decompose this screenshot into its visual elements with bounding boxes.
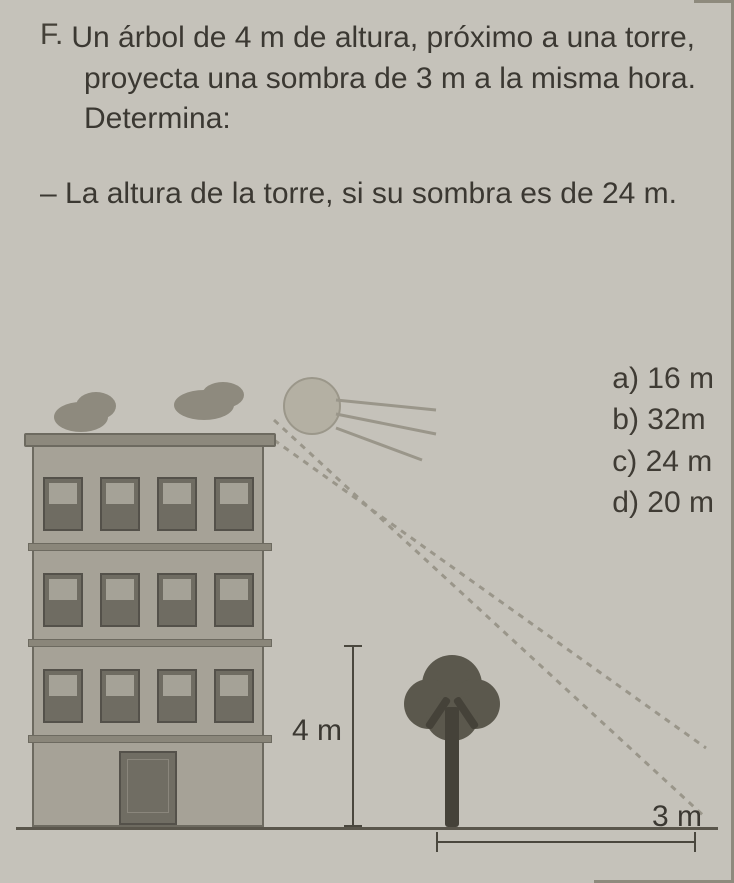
page-content: F.Un árbol de 4 m de altura, próximo a u… [0, 0, 734, 214]
window-icon [43, 477, 83, 531]
window-icon [100, 573, 140, 627]
sub-question: – La altura de la torre, si su sombra es… [40, 174, 718, 215]
cloud-icon [202, 382, 244, 408]
tree-trunk [445, 707, 459, 827]
tree-shadow-label: 3 m [652, 800, 702, 834]
problem-line1: Un árbol de 4 m de altura, próximo a una… [71, 21, 695, 54]
marker-tick [694, 832, 696, 852]
door-icon [119, 751, 177, 825]
building-floor [34, 469, 262, 539]
marker-line [436, 841, 696, 843]
problem-line2: proyecta una sombra de 3 m a la misma ho… [84, 62, 696, 95]
building-ledge [28, 543, 272, 551]
window-icon [214, 477, 254, 531]
window-icon [214, 669, 254, 723]
problem-line3: Determina: [84, 102, 231, 135]
problem-label: F. [40, 18, 63, 52]
tree-shadow-marker: 3 m [436, 830, 696, 854]
building-ledge [28, 735, 272, 743]
window-icon [43, 669, 83, 723]
tree-height-label: 4 m [292, 714, 342, 748]
page-frame-top [694, 0, 734, 3]
window-icon [43, 573, 83, 627]
window-icon [100, 477, 140, 531]
window-icon [157, 573, 197, 627]
cloud-icon [76, 392, 116, 420]
window-icon [157, 669, 197, 723]
building-cornice [24, 433, 276, 447]
building-ledge [28, 639, 272, 647]
tower-building [32, 445, 264, 827]
window-icon [157, 477, 197, 531]
building-floor [34, 565, 262, 635]
window-icon [214, 573, 254, 627]
window-icon [100, 669, 140, 723]
diagram: a) 16 m b) 32m c) 24 m d) 20 m [16, 340, 718, 860]
tree [404, 645, 500, 827]
building-floor [34, 661, 262, 731]
problem-statement: F.Un árbol de 4 m de altura, próximo a u… [40, 18, 718, 140]
tree-height-marker [352, 645, 354, 827]
